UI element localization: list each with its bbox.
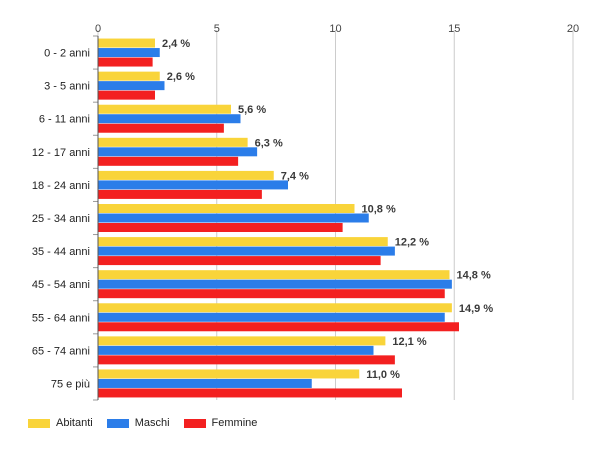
- bar-abitanti: [98, 237, 388, 247]
- bar-abitanti: [98, 104, 231, 114]
- category-label: 65 - 74 anni: [32, 345, 90, 357]
- data-label: 6,3 %: [255, 137, 283, 149]
- legend-swatch-maschi: [106, 418, 129, 428]
- bar-femmine: [98, 123, 224, 133]
- bar-femmine: [98, 388, 402, 398]
- bar-maschi: [98, 213, 369, 223]
- data-label: 2,4 %: [162, 38, 190, 50]
- legend: Abitanti Maschi Femmine: [28, 417, 271, 429]
- bar-abitanti: [98, 71, 160, 81]
- bar-abitanti: [98, 204, 355, 213]
- bar-maschi: [98, 246, 395, 256]
- data-label: 2,6 %: [167, 71, 195, 83]
- legend-label-maschi: Maschi: [134, 417, 170, 429]
- bar-maschi: [98, 312, 445, 322]
- data-label: 14,8 %: [457, 270, 491, 282]
- data-label: 12,2 %: [395, 237, 429, 249]
- x-tick-label: 10: [329, 23, 341, 35]
- category-label: 35 - 44 anni: [32, 246, 90, 258]
- legend-label-abitanti: Abitanti: [56, 417, 93, 429]
- category-label: 45 - 54 anni: [32, 279, 90, 291]
- category-label: 6 - 11 anni: [39, 114, 90, 126]
- bar-femmine: [98, 57, 153, 67]
- category-label: 18 - 24 anni: [32, 180, 90, 192]
- bar-femmine: [98, 90, 155, 100]
- x-tick-label: 5: [214, 23, 220, 35]
- legend-label-femmine: Femmine: [211, 417, 258, 429]
- x-tick-label: 0: [95, 23, 101, 35]
- bar-maschi: [98, 81, 165, 91]
- category-label: 0 - 2 anni: [44, 48, 90, 60]
- bar-maschi: [98, 279, 452, 289]
- legend-item-abitanti: Abitanti: [28, 417, 93, 429]
- data-label: 12,1 %: [392, 336, 426, 348]
- bar-femmine: [98, 223, 343, 232]
- bar-abitanti: [98, 38, 155, 48]
- data-label: 11,0 %: [366, 369, 400, 381]
- legend-swatch-abitanti: [28, 418, 50, 428]
- data-label: 7,4 %: [281, 170, 309, 182]
- bar-abitanti: [98, 303, 452, 313]
- legend-item-maschi: Maschi: [106, 417, 170, 429]
- bar-abitanti: [98, 336, 386, 346]
- legend-item-femmine: Femmine: [183, 417, 258, 429]
- bar-femmine: [98, 189, 262, 199]
- data-label: 10,8 %: [362, 204, 396, 216]
- bar-abitanti: [98, 137, 248, 147]
- x-tick-label: 20: [567, 23, 579, 35]
- bar-maschi: [98, 345, 374, 355]
- bar-femmine: [98, 256, 381, 266]
- category-label: 25 - 34 anni: [32, 213, 90, 225]
- bar-abitanti: [98, 270, 450, 280]
- bar-abitanti: [98, 170, 274, 180]
- category-label: 12 - 17 anni: [32, 147, 90, 159]
- data-label: 14,9 %: [459, 303, 493, 315]
- data-label: 5,6 %: [238, 104, 266, 116]
- bar-maschi: [98, 114, 241, 124]
- legend-swatch-femmine: [183, 418, 206, 428]
- category-label: 55 - 64 anni: [32, 312, 90, 324]
- bar-femmine: [98, 322, 459, 332]
- category-label: 3 - 5 anni: [44, 81, 90, 93]
- category-label: 75 e più: [51, 378, 90, 390]
- bar-femmine: [98, 355, 395, 365]
- bar-maschi: [98, 378, 312, 388]
- bar-abitanti: [98, 369, 360, 379]
- bar-maschi: [98, 147, 258, 157]
- bar-femmine: [98, 156, 239, 166]
- x-tick-label: 15: [448, 23, 460, 35]
- bar-femmine: [98, 289, 445, 299]
- bar-maschi: [98, 48, 160, 58]
- bar-maschi: [98, 180, 288, 190]
